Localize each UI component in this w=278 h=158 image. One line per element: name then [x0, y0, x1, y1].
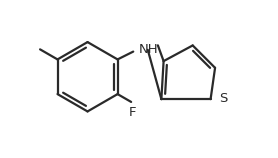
Text: F: F: [128, 106, 136, 119]
Text: S: S: [219, 91, 227, 105]
Text: NH: NH: [139, 43, 158, 56]
